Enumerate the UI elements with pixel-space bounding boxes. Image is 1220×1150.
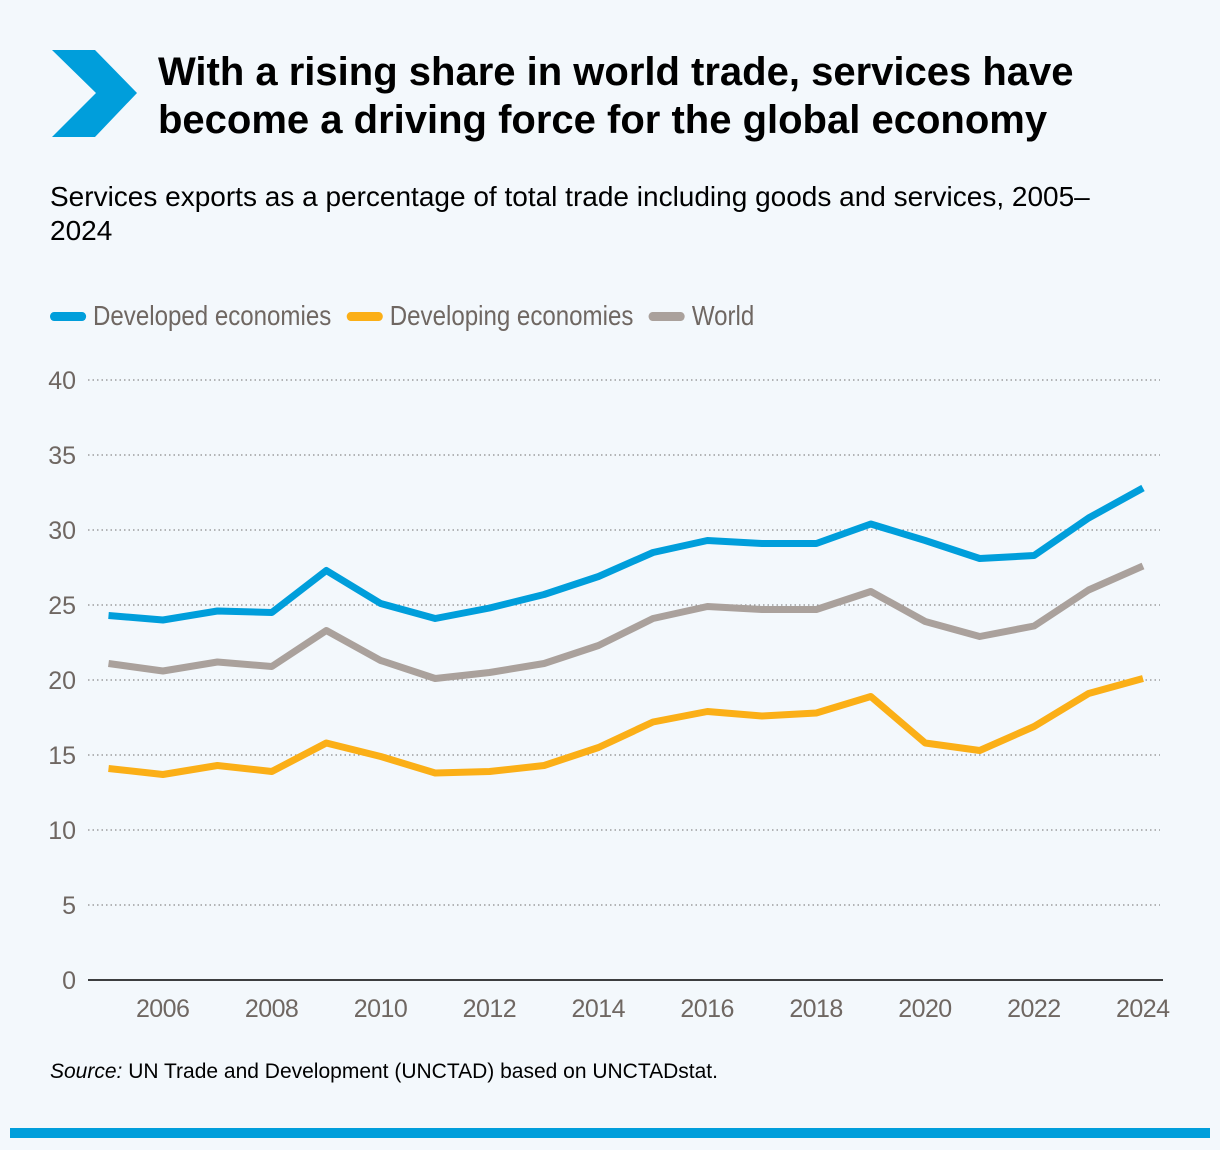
y-tick-label: 35	[48, 442, 76, 470]
x-tick-label: 2024	[1116, 995, 1170, 1023]
legend-swatch	[346, 311, 383, 321]
y-tick-label: 40	[48, 367, 76, 395]
chevron-logo-icon	[52, 50, 137, 137]
y-tick-label: 25	[48, 592, 76, 620]
legend-label: Developed economies	[93, 300, 332, 331]
page-title: With a rising share in world trade, serv…	[158, 50, 1074, 142]
y-tick-label: 15	[48, 742, 76, 770]
legend: Developed economies Developing economies…	[50, 300, 754, 332]
y-tick-label: 30	[48, 517, 76, 545]
x-tick-label: 2022	[1007, 995, 1061, 1023]
x-tick-label: 2008	[245, 995, 299, 1023]
legend-label: Developing economies	[389, 300, 634, 331]
x-tick-label: 2006	[136, 995, 190, 1023]
x-tick-label: 2018	[789, 995, 843, 1023]
y-tick-label: 10	[48, 817, 76, 845]
x-tick-label: 2014	[572, 995, 626, 1023]
series-line-developed-economies	[108, 484, 1145, 624]
series-line-world	[108, 562, 1145, 682]
x-tick-label: 2010	[354, 995, 408, 1023]
legend-swatch	[648, 311, 685, 321]
y-tick-label: 20	[48, 667, 76, 695]
legend-item-world: World	[648, 300, 755, 332]
chart-subtitle: Services exports as a percentage of tota…	[50, 181, 1090, 246]
legend-label: World	[691, 300, 755, 331]
x-tick-label: 2020	[898, 995, 952, 1023]
legend-swatch	[50, 311, 87, 321]
legend-item-developed: Developed economies	[50, 300, 331, 332]
source-label: Source:	[50, 1060, 123, 1083]
bottom-accent-bar	[10, 1128, 1210, 1138]
x-tick-label: 2016	[680, 995, 734, 1023]
series-line-developing-economies	[108, 675, 1144, 778]
source-text: UN Trade and Development (UNCTAD) based …	[122, 1060, 718, 1083]
y-tick-label: 0	[62, 967, 76, 995]
source-note: Source: UN Trade and Development (UNCTAD…	[50, 1060, 718, 1084]
legend-item-developing: Developing economies	[346, 300, 634, 332]
x-tick-label: 2012	[463, 995, 517, 1023]
y-tick-label: 5	[62, 892, 76, 920]
